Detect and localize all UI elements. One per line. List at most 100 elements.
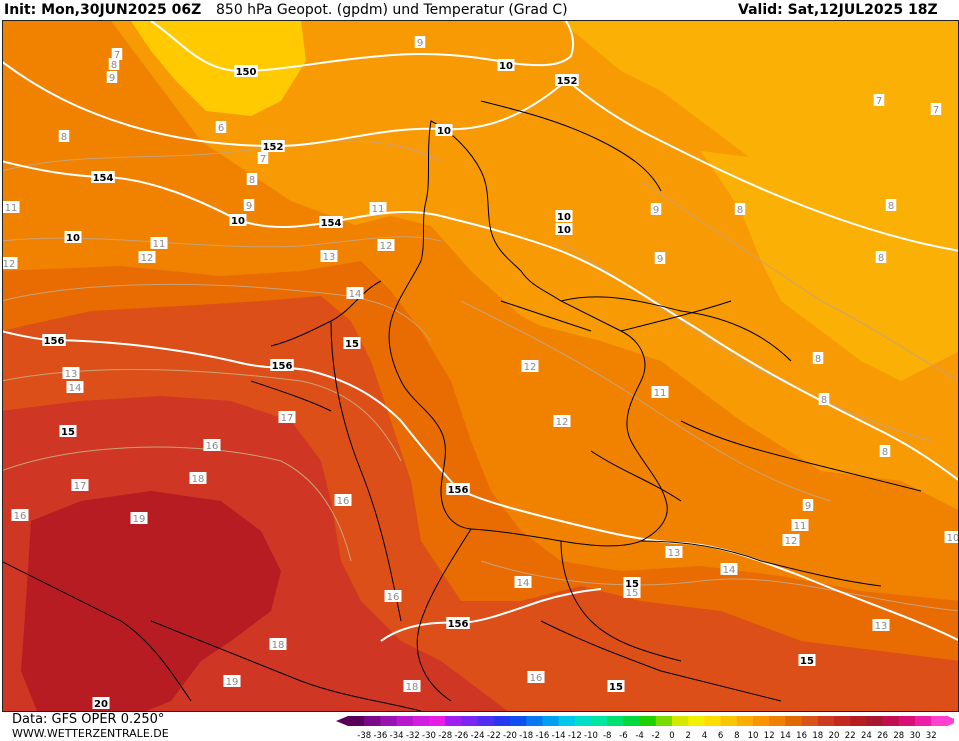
- temperature-value: 11: [654, 388, 667, 399]
- temperature-value: 7: [876, 96, 882, 107]
- temperature-label: 11: [791, 519, 809, 532]
- temperature-value: 16: [206, 441, 219, 452]
- legend-swatch: [591, 716, 608, 726]
- legend-swatch: [931, 716, 948, 726]
- temperature-value: 13: [668, 548, 681, 559]
- legend-tick-label: 26: [877, 731, 888, 740]
- border-line: [500, 300, 592, 332]
- isotherm: [640, 180, 958, 381]
- valid-time: Valid: Sat,12JUL2025 18Z: [738, 2, 938, 18]
- temperature-value: 16: [14, 511, 27, 522]
- temperature-value: 12: [556, 417, 569, 428]
- geopotential-label: 154: [319, 216, 343, 229]
- temperature-label: 12: [521, 360, 539, 373]
- legend-tick-label: 2: [685, 731, 690, 740]
- legend-tick-label: 28: [893, 731, 904, 740]
- temperature-label: 7: [930, 103, 942, 116]
- temperature-band: [21, 491, 281, 711]
- temperature-value: 9: [109, 73, 115, 84]
- geopotential-label: 10: [497, 59, 515, 72]
- temperature-value: 12: [524, 362, 537, 373]
- temperature-label: 13: [62, 367, 80, 380]
- temperature-label: 11: [3, 201, 20, 214]
- temperature-label: 17: [71, 479, 89, 492]
- isotherm: [460, 300, 832, 502]
- legend-tick-label: -34: [390, 731, 404, 740]
- temperature-value: 7: [933, 105, 939, 116]
- temperature-value: 16: [387, 592, 400, 603]
- isotherm-lines: [3, 140, 958, 612]
- weather-map[interactable]: 9 7 8 9 8 6 7 8 9 11 11 11 12 12 12 13 14 13 14 17 16 18 17 16 1…: [2, 20, 959, 712]
- geopotential-label: 156: [446, 483, 470, 496]
- temperature-label: 9: [106, 71, 118, 84]
- legend-swatch: [477, 716, 495, 726]
- temperature-label: 14: [346, 287, 364, 300]
- legend-swatch: [380, 716, 398, 726]
- temperature-label: 14: [720, 563, 738, 576]
- border-line: [680, 420, 922, 492]
- temperature-value: 8: [815, 354, 821, 365]
- geopotential-value: 20: [94, 699, 108, 710]
- geopotential-value: 15: [345, 339, 359, 350]
- temperature-value: 10: [947, 533, 958, 544]
- legend-tick-label: -14: [552, 731, 566, 740]
- temperature-label: 7: [873, 94, 885, 107]
- legend-swatch: [720, 716, 738, 726]
- temperature-label: 9: [414, 36, 426, 49]
- temperature-value: 12: [380, 241, 393, 252]
- geopotential-contour: [3, 330, 958, 642]
- geopotential-contour: [3, 61, 958, 252]
- legend-tick-label: -26: [454, 731, 468, 740]
- temperature-label: 16: [334, 494, 352, 507]
- legend-swatch: [672, 716, 689, 726]
- geopotential-value: 156: [44, 336, 65, 347]
- legend-swatch: [769, 716, 786, 726]
- legend-swatch: [623, 716, 641, 726]
- temperature-value: 11: [5, 203, 18, 214]
- geopotential-label: 152: [555, 74, 579, 87]
- legend-tick-label: -16: [535, 731, 549, 740]
- geopotential-contour: [380, 588, 602, 642]
- temperature-color-legend: -38 -36 -34 -32 -30 -28 -26 -24 -22 -20 -18 -16 -14-…: [336, 716, 954, 740]
- temperature-label: 16: [11, 509, 29, 522]
- geopotential-value: 10: [66, 233, 80, 244]
- border-line: [620, 300, 732, 332]
- legend-swatch: [510, 716, 527, 726]
- temperature-value: 11: [153, 239, 166, 250]
- temperature-value: 17: [281, 413, 294, 424]
- geopotential-label: 10: [229, 214, 247, 227]
- legend-tick-label: -4: [635, 731, 643, 740]
- geopotential-value: 10: [499, 61, 513, 72]
- temperature-label: 18: [403, 680, 421, 693]
- legend-swatch: [526, 716, 543, 726]
- legend-tick-label: -24: [471, 731, 485, 740]
- legend-swatch: [558, 716, 576, 726]
- temperature-value: 18: [406, 682, 419, 693]
- temperature-label: 13: [320, 250, 338, 263]
- legend-swatch: [785, 716, 803, 726]
- temperature-label: 10: [944, 531, 958, 544]
- temperature-value: 13: [323, 252, 336, 263]
- temperature-label: 12: [377, 239, 395, 252]
- temperature-label: 11: [369, 202, 387, 215]
- border-line: [330, 320, 402, 622]
- legend-tick-label: 30: [910, 731, 921, 740]
- isotherm: [3, 140, 442, 172]
- temperature-value: 15: [626, 588, 639, 599]
- temperature-label: 9: [243, 199, 255, 212]
- temperature-label: 18: [269, 638, 287, 651]
- isotherm: [480, 560, 958, 612]
- temperature-label: 8: [875, 251, 887, 264]
- geopotential-label: 20: [92, 697, 110, 710]
- temperature-value: 13: [65, 369, 78, 380]
- border-line: [3, 561, 192, 702]
- legend-swatch: [736, 716, 754, 726]
- temperature-label: 11: [150, 237, 168, 250]
- temperature-value: 9: [657, 254, 663, 265]
- legend-tick-label: -28: [438, 731, 452, 740]
- temperature-value: 14: [517, 578, 530, 589]
- temperature-label: 9: [650, 203, 662, 216]
- temperature-value: 11: [794, 521, 807, 532]
- legend-swatch: [461, 716, 479, 726]
- legend-swatch: [542, 716, 560, 726]
